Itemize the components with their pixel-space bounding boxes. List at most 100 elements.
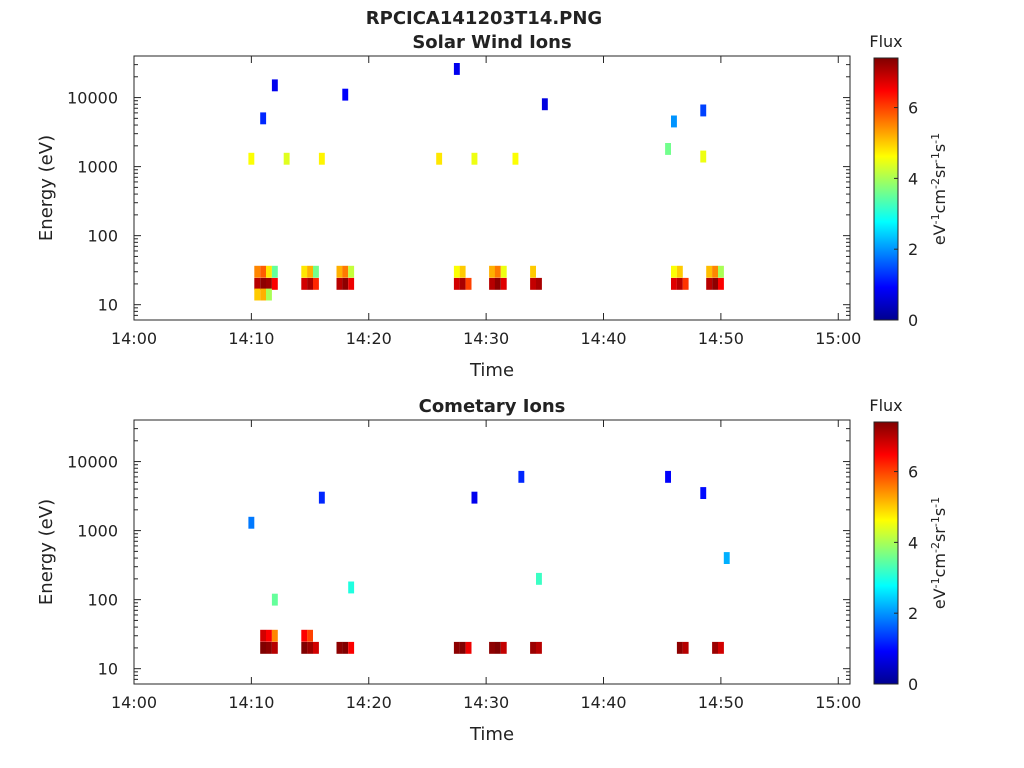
heatmap-cell: [307, 265, 313, 278]
panel-cometary-ions: Cometary Ions 14:00 14:10 14:20 14:30 14:40 1…: [36, 396, 949, 745]
x-axis-ticks: 14:00 14:10 14:20 14:30 14:40 14:50 15:00: [111, 56, 861, 348]
x-tick-label: 14:10: [228, 693, 274, 712]
heatmap-cell: [301, 277, 308, 290]
heatmap-cell: [313, 277, 319, 290]
heatmap-cells: [248, 470, 730, 654]
heatmap-cell: [271, 641, 278, 654]
heatmap-cell: [301, 265, 308, 278]
x-tick-label: 14:50: [698, 693, 744, 712]
heatmap-cell: [494, 265, 501, 278]
colorbar-ticks: 0 2 4 6: [894, 99, 918, 330]
colorbar-tick-label: 6: [908, 99, 918, 118]
x-tick-label: 14:00: [111, 693, 157, 712]
colorbar-ticks: 0 2 4 6: [894, 463, 918, 694]
heatmap-cell: [336, 265, 343, 278]
heatmap-cell: [489, 277, 495, 290]
heatmap-cell: [671, 277, 677, 290]
heatmap-cell: [489, 641, 495, 654]
heatmap-cell: [260, 277, 267, 290]
colorbar-title: Flux: [869, 396, 902, 415]
heatmap-cell: [494, 641, 501, 654]
heatmap-cell: [676, 277, 683, 290]
colorbar-unit-part: s: [930, 508, 949, 516]
heatmap-cell: [665, 470, 671, 483]
heatmap-cell: [723, 552, 730, 564]
heatmap-cell: [283, 152, 290, 165]
heatmap-cell: [536, 572, 542, 585]
heatmap-cell: [500, 277, 507, 290]
x-tick-label: 14:30: [463, 329, 509, 348]
x-axis-label: Time: [469, 724, 514, 745]
heatmap-cell: [700, 150, 707, 163]
heatmap-cell: [718, 277, 724, 290]
colorbar-tick-label: 4: [908, 533, 918, 552]
heatmap-cell: [453, 277, 460, 290]
colorbar-unit-part: sr: [930, 527, 949, 542]
y-axis-ticks: 10 100 1000 10000: [67, 419, 850, 685]
heatmap-cell: [471, 152, 478, 165]
heatmap-cell: [453, 641, 460, 654]
x-tick-label: 14:00: [111, 329, 157, 348]
heatmap-cell: [700, 487, 707, 499]
colorbar-unit-part: cm: [930, 553, 949, 577]
colorbar-unit-exponent: -2: [929, 542, 942, 553]
y-axis-ticks: 10 100 1000 10000: [67, 55, 850, 321]
x-axis-ticks: 14:00 14:10 14:20 14:30 14:40 14:50 15:00: [111, 420, 861, 712]
heatmap-cell: [254, 265, 261, 278]
y-tick-label: 100: [87, 227, 118, 246]
heatmap-cell: [530, 277, 536, 290]
colorbar-unit-part: cm: [930, 189, 949, 213]
heatmap-cell: [318, 491, 325, 504]
x-tick-label: 15:00: [815, 329, 861, 348]
colorbar-unit-part: eV: [930, 224, 949, 245]
heatmap-cell: [318, 152, 325, 165]
heatmap-cell: [718, 265, 724, 278]
heatmap-cell: [682, 277, 689, 290]
heatmap-cell: [271, 593, 278, 606]
heatmap-cell: [530, 265, 536, 278]
x-tick-label: 14:20: [346, 329, 392, 348]
heatmap-cell: [453, 63, 460, 75]
heatmap-cell: [336, 641, 343, 654]
colorbar-unit-exponent: -1: [929, 213, 942, 224]
heatmap-cell: [676, 641, 683, 654]
panel-title: Cometary Ions: [419, 396, 566, 417]
heatmap-cell: [700, 104, 707, 117]
panel-title: Solar Wind Ions: [412, 32, 571, 53]
heatmap-cell: [500, 641, 507, 654]
panel-solar-wind-ions: Solar Wind Ions 14:00 14:10 14:20 14:30 14:4…: [36, 32, 949, 381]
heatmap-cell: [271, 277, 278, 290]
heatmap-cell: [342, 277, 349, 290]
colorbar-tick-label: 4: [908, 169, 918, 188]
x-axis-label: Time: [469, 360, 514, 381]
colorbar-unit-exponent: -1: [929, 152, 942, 163]
y-tick-label: 10000: [67, 453, 118, 472]
heatmap-cell: [706, 265, 713, 278]
heatmap-cell: [706, 277, 713, 290]
colorbar-tick-label: 2: [908, 604, 918, 623]
colorbar-unit-exponent: -1: [929, 497, 942, 508]
heatmap-cell: [248, 152, 255, 165]
heatmap-cell: [336, 277, 343, 290]
x-tick-label: 14:30: [463, 693, 509, 712]
heatmap-cell: [348, 265, 355, 278]
heatmap-cell: [271, 629, 278, 642]
heatmap-cell: [301, 629, 308, 642]
heatmap-cell: [348, 581, 355, 594]
x-tick-label: 14:40: [580, 329, 626, 348]
heatmap-cell: [436, 152, 443, 165]
y-tick-label: 1000: [77, 522, 118, 541]
colorbar-tick-label: 6: [908, 463, 918, 482]
heatmap-cell: [541, 98, 548, 111]
colorbar-tick-label: 0: [908, 311, 918, 330]
heatmap-cell: [266, 277, 272, 290]
heatmap-cell: [712, 277, 718, 290]
heatmap-cell: [266, 629, 272, 642]
heatmap-cell: [342, 265, 349, 278]
heatmap-cell: [718, 641, 724, 654]
heatmap-cell: [254, 288, 261, 301]
heatmap-cell: [271, 265, 278, 278]
x-tick-label: 15:00: [815, 693, 861, 712]
